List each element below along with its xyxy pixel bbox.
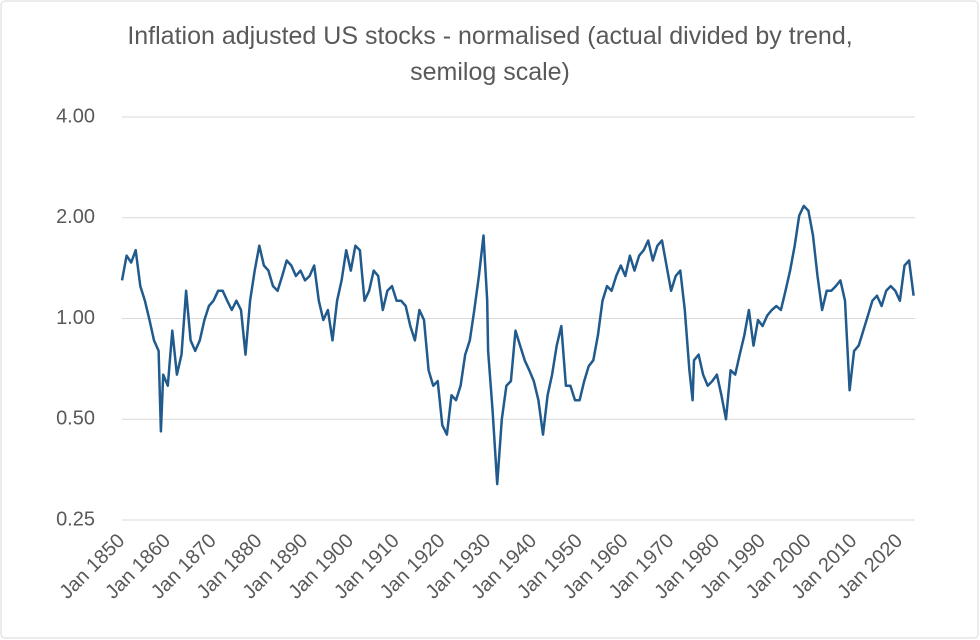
- y-tick-label: 0.50: [56, 408, 95, 430]
- y-tick-label: 2.00: [56, 206, 95, 228]
- y-tick-label: 0.25: [56, 508, 95, 530]
- y-tick-label: 4.00: [56, 105, 95, 127]
- data-line: [120, 204, 915, 486]
- y-tick-label: 1.00: [56, 307, 95, 329]
- chart-title: Inflation adjusted US stocks - normalise…: [127, 22, 853, 86]
